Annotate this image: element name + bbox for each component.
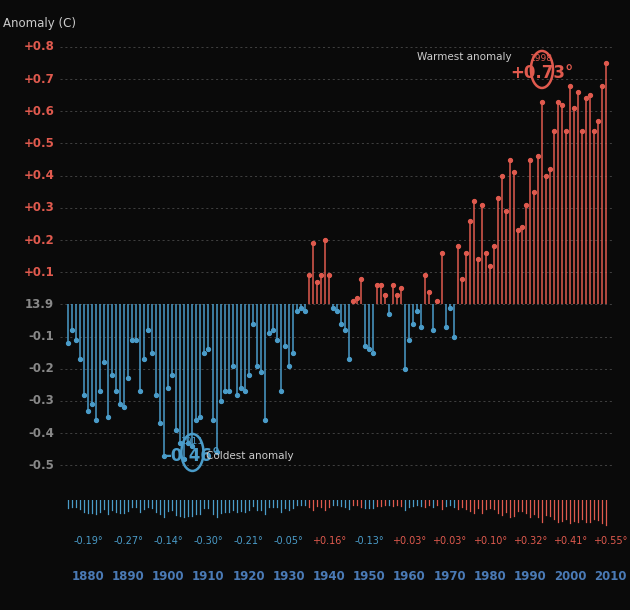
Text: 1950: 1950 (353, 570, 386, 583)
Text: 1910: 1910 (192, 570, 225, 583)
Text: +0.16°: +0.16° (312, 536, 346, 546)
Text: Coldest anomaly: Coldest anomaly (207, 451, 294, 461)
Text: 1970: 1970 (433, 570, 466, 583)
Text: 1980: 1980 (473, 570, 506, 583)
Text: 1930: 1930 (273, 570, 305, 583)
Text: Warmest anomaly: Warmest anomaly (417, 52, 512, 62)
Text: -0.14°: -0.14° (154, 536, 183, 546)
Text: +0.4: +0.4 (23, 169, 54, 182)
Text: +0.41°: +0.41° (553, 536, 587, 546)
Text: -0.46°: -0.46° (164, 447, 220, 465)
Text: -0.2: -0.2 (28, 362, 54, 375)
Text: -0.4: -0.4 (28, 426, 54, 440)
Text: +0.2: +0.2 (23, 234, 54, 246)
Text: 1911: 1911 (181, 437, 204, 446)
Text: +0.5: +0.5 (23, 137, 54, 150)
Text: -0.19°: -0.19° (73, 536, 103, 546)
Text: -0.1: -0.1 (28, 330, 54, 343)
Text: -0.13°: -0.13° (355, 536, 384, 546)
Text: 1998: 1998 (530, 54, 553, 63)
Text: +0.03°: +0.03° (432, 536, 467, 546)
Text: -0.3: -0.3 (28, 395, 54, 407)
Text: +0.3: +0.3 (23, 201, 54, 214)
Text: +0.32°: +0.32° (513, 536, 547, 546)
Text: -0.30°: -0.30° (193, 536, 223, 546)
Text: +0.03°: +0.03° (392, 536, 427, 546)
Text: 13.9: 13.9 (25, 298, 54, 311)
Text: 1900: 1900 (152, 570, 185, 583)
Text: -0.05°: -0.05° (274, 536, 304, 546)
Text: +0.73°: +0.73° (510, 64, 574, 82)
Text: Anomaly (C): Anomaly (C) (3, 17, 76, 30)
Text: 1960: 1960 (393, 570, 426, 583)
Text: -0.27°: -0.27° (113, 536, 143, 546)
Text: 1940: 1940 (312, 570, 345, 583)
Text: -0.21°: -0.21° (234, 536, 263, 546)
Text: 1920: 1920 (232, 570, 265, 583)
Text: +0.10°: +0.10° (472, 536, 507, 546)
Text: 1880: 1880 (72, 570, 105, 583)
Text: -0.5: -0.5 (28, 459, 54, 472)
Text: +0.7: +0.7 (23, 73, 54, 85)
Text: +0.55°: +0.55° (593, 536, 627, 546)
Text: +0.1: +0.1 (23, 266, 54, 279)
Text: 1890: 1890 (112, 570, 144, 583)
Text: +0.6: +0.6 (23, 105, 54, 118)
Text: 1990: 1990 (513, 570, 546, 583)
Text: +0.8: +0.8 (23, 40, 54, 54)
Text: 2010: 2010 (594, 570, 626, 583)
Text: 2000: 2000 (554, 570, 587, 583)
